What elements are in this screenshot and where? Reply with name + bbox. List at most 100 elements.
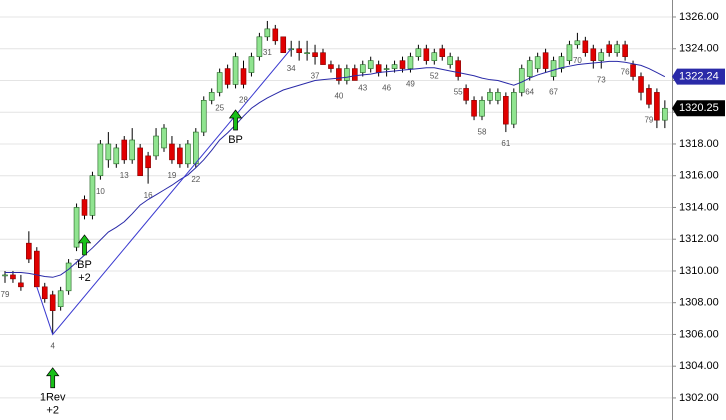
bar-number: 40 xyxy=(334,92,343,101)
candle-body xyxy=(344,68,350,81)
candle-body xyxy=(503,96,509,125)
candle-body xyxy=(534,56,541,69)
candle-body xyxy=(328,64,334,69)
bar-number: 22 xyxy=(191,175,200,184)
candle-body xyxy=(415,48,422,57)
candle-body xyxy=(359,64,366,73)
candle-body xyxy=(57,290,64,307)
candle-body xyxy=(65,262,72,292)
price-tag-label: 1320.25 xyxy=(679,102,719,114)
bar-number: 16 xyxy=(144,191,153,200)
y-tick-label: 1304.00 xyxy=(679,360,719,372)
candle-body xyxy=(232,56,239,85)
candle-body xyxy=(336,68,342,81)
candle-body xyxy=(614,44,620,53)
bar-number: 46 xyxy=(382,84,391,93)
bar-number: 49 xyxy=(406,80,415,89)
candle-body xyxy=(169,143,175,161)
candle-body xyxy=(574,40,581,46)
candle-body xyxy=(479,100,485,117)
bar-number: 76 xyxy=(621,68,630,77)
y-tick-label: 1314.00 xyxy=(679,201,719,213)
candle-body xyxy=(18,282,24,288)
bar-number: 70 xyxy=(573,56,582,65)
signal-arrow xyxy=(77,234,92,256)
bar-number: 25 xyxy=(215,103,224,112)
bar-number: 79 xyxy=(1,290,10,299)
candle-body xyxy=(598,52,605,61)
price-tag-label: 1322.24 xyxy=(679,71,719,83)
bar-number: 4 xyxy=(50,342,55,351)
candle-body xyxy=(137,147,143,177)
candle-body xyxy=(463,88,469,101)
signal-arrow xyxy=(46,367,60,389)
candle-body xyxy=(622,44,628,57)
candle-body xyxy=(566,44,573,61)
candle-body xyxy=(26,242,32,260)
bar-number: 7 xyxy=(74,258,79,267)
candle-body xyxy=(272,28,279,42)
candle-body xyxy=(193,131,199,165)
candle-body xyxy=(471,100,477,117)
candle-body xyxy=(550,60,557,77)
y-tick-label: 1310.00 xyxy=(679,265,719,277)
candle-body xyxy=(351,68,358,81)
candle-body xyxy=(41,286,48,300)
zigzag-line xyxy=(36,48,292,336)
bar-number: 34 xyxy=(287,64,296,73)
candle-body xyxy=(264,28,271,38)
candle-body xyxy=(526,60,533,77)
price-tag-box xyxy=(672,68,725,85)
bar-number: 37 xyxy=(311,72,320,81)
y-tick-label: 1308.00 xyxy=(679,297,719,309)
candle-body xyxy=(542,52,549,69)
candle-body xyxy=(407,56,414,69)
bar-number: 58 xyxy=(478,127,487,136)
candle-body xyxy=(161,127,167,149)
candle-body xyxy=(304,52,310,54)
candle-body xyxy=(558,56,565,69)
candle-body xyxy=(590,48,597,61)
candle-body xyxy=(487,92,493,101)
candle-body xyxy=(153,135,159,157)
candle-body xyxy=(320,52,326,65)
signal-label: BP xyxy=(228,134,243,146)
candle-body xyxy=(495,92,501,101)
candle-body xyxy=(200,100,207,133)
bar-number: 10 xyxy=(96,187,105,196)
candle-body xyxy=(216,72,223,93)
candle-body xyxy=(367,60,374,69)
candle-body xyxy=(383,68,390,70)
candle-body xyxy=(81,199,88,216)
y-tick-label: 1302.00 xyxy=(679,392,719,404)
candle-body xyxy=(606,44,613,53)
candle-body xyxy=(113,147,120,165)
bar-number: 73 xyxy=(597,76,606,85)
bar-number: 67 xyxy=(549,88,558,97)
candle-body xyxy=(296,48,302,53)
y-tick-label: 1316.00 xyxy=(679,170,719,182)
y-tick-label: 1312.00 xyxy=(679,233,719,245)
candle-body xyxy=(447,56,454,65)
candle-body xyxy=(97,143,104,177)
signal-label: 1Rev xyxy=(40,392,66,404)
candle-body xyxy=(240,68,247,85)
candle-body xyxy=(105,143,112,161)
candle-body xyxy=(375,64,382,73)
bar-number: 61 xyxy=(501,139,510,148)
candle-body xyxy=(129,139,135,161)
moving-average xyxy=(5,60,666,278)
y-tick-label: 1306.00 xyxy=(679,328,719,340)
candle-body xyxy=(431,52,438,61)
candle-body xyxy=(49,294,56,311)
bar-number: 13 xyxy=(120,171,129,180)
candle-body xyxy=(177,147,183,165)
bar-number: 79 xyxy=(644,115,653,124)
candle-body xyxy=(185,143,191,165)
candle-body xyxy=(73,207,80,248)
candle-body xyxy=(662,107,668,121)
candle-body xyxy=(391,64,398,69)
candle-body xyxy=(518,68,525,93)
candle-body xyxy=(439,48,446,57)
bar-number: 28 xyxy=(239,96,248,105)
